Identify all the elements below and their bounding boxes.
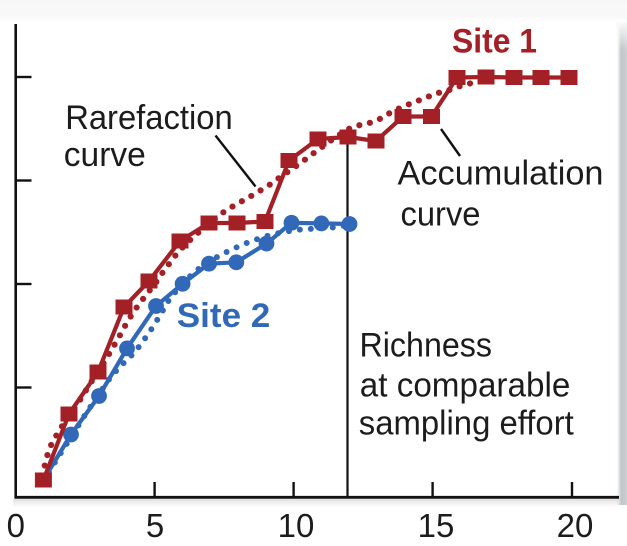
svg-text:Richness: Richness — [360, 326, 493, 364]
svg-text:10: 10 — [278, 507, 315, 544]
svg-text:Site 2: Site 2 — [177, 297, 270, 335]
svg-text:Site 1: Site 1 — [452, 23, 537, 61]
svg-text:15: 15 — [418, 507, 455, 544]
svg-text:0: 0 — [7, 507, 25, 544]
svg-text:20: 20 — [557, 507, 594, 544]
svg-text:sampling effort: sampling effort — [359, 405, 574, 443]
svg-text:Rarefaction: Rarefaction — [65, 99, 233, 137]
svg-text:5: 5 — [146, 507, 164, 544]
svg-text:curve: curve — [401, 196, 481, 234]
svg-text:at comparable: at comparable — [360, 367, 571, 405]
svg-text:Accumulation: Accumulation — [398, 155, 604, 193]
svg-text:curve: curve — [64, 136, 146, 174]
